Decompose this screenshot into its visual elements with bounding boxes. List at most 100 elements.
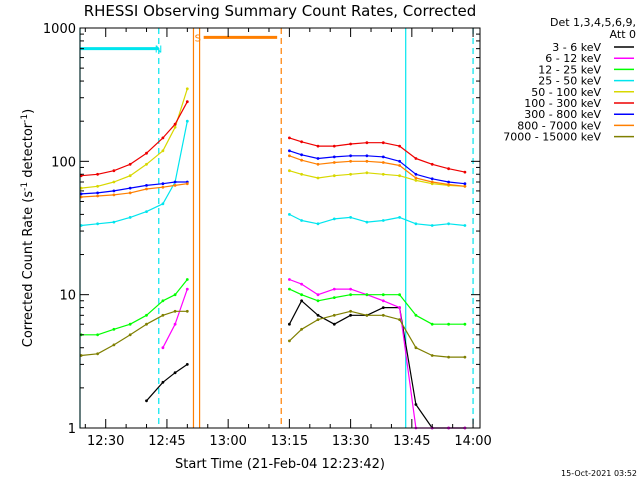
series-4-point <box>447 222 450 226</box>
series-line-9-a <box>81 310 188 357</box>
series-line-3-a <box>81 279 188 336</box>
series-6-point <box>161 136 165 140</box>
series-3-point <box>349 293 352 297</box>
series-1-point <box>414 403 418 406</box>
series-line-2-a <box>162 288 188 348</box>
series-4-point <box>430 224 434 227</box>
series-6-point <box>128 162 132 166</box>
series-9-point <box>398 318 401 321</box>
series-1-point <box>173 371 177 375</box>
series-3-point <box>316 299 320 303</box>
annotation-label-n: N <box>155 45 162 56</box>
series-5-point <box>288 169 291 173</box>
series-5-point <box>173 125 177 129</box>
series-3-point <box>365 293 369 297</box>
y-tick-label: 1 <box>68 422 76 437</box>
series-1-point <box>161 380 165 384</box>
series-7-point <box>381 155 385 159</box>
series-9-point <box>173 309 177 313</box>
series-9-point <box>381 313 385 317</box>
series-4-point <box>463 224 467 227</box>
series-line-1-b <box>288 300 465 429</box>
series-7-point <box>349 154 352 158</box>
series-7-point <box>430 177 434 181</box>
series-6-point <box>463 170 467 174</box>
y-axis-label-sup1: -1 <box>20 182 30 191</box>
series-4-point <box>332 217 336 221</box>
series-6-point <box>332 144 336 148</box>
series-3-point <box>173 293 177 297</box>
series-9-point <box>447 355 450 359</box>
series-4-point <box>381 219 385 222</box>
series-8-point <box>288 154 291 158</box>
series-7-point <box>161 182 165 186</box>
series-9-point <box>365 313 369 317</box>
legend-label-4: 25 - 50 keV <box>538 75 601 88</box>
series-6-point <box>398 144 401 148</box>
series-9-point <box>463 355 467 359</box>
series-2-point <box>185 287 189 291</box>
series-8-point <box>430 180 434 184</box>
series-line-6-a <box>81 101 188 177</box>
series-3-point <box>161 299 165 303</box>
series-3-point <box>414 313 418 317</box>
series-8-point <box>128 191 132 195</box>
series-4-point <box>398 216 401 219</box>
series-7-point <box>128 186 132 190</box>
series-8-point <box>414 176 418 180</box>
series-2-point <box>316 293 320 297</box>
series-4-point <box>300 219 303 222</box>
series-5-point <box>112 180 116 184</box>
series-1-point <box>145 399 148 403</box>
series-4-point <box>414 222 418 226</box>
series-3-point <box>112 327 116 331</box>
series-9-point <box>112 343 116 347</box>
series-8-point <box>381 161 385 164</box>
series-5-point <box>128 174 132 178</box>
series-9-point <box>96 352 99 356</box>
series-9-point <box>161 313 165 317</box>
series-6-point <box>300 140 303 144</box>
series-7-point <box>316 157 320 160</box>
series-1-point <box>185 363 189 366</box>
series-1-point <box>300 299 303 303</box>
series-5-point <box>316 176 320 180</box>
legend-header-line-2: Att 0 <box>610 28 636 41</box>
y-axis-label-main: Corrected Count Rate (s <box>21 191 36 348</box>
series-line-5-b <box>289 170 465 187</box>
series-5-point <box>332 174 336 178</box>
plot-frame <box>79 27 481 429</box>
series-9-point <box>300 327 303 331</box>
series-5-point <box>365 171 369 175</box>
x-tick-label: 13:00 <box>209 434 246 449</box>
series-7-point <box>365 154 369 158</box>
series-6-point <box>145 151 148 155</box>
series-4-point <box>161 202 165 206</box>
series-3-point <box>128 322 132 326</box>
series-line-8-b <box>289 155 465 187</box>
series-4-point <box>288 213 291 216</box>
series-4-point <box>96 222 99 226</box>
series-line-5-a <box>81 88 188 189</box>
series-9-point <box>414 346 418 350</box>
legend-label-1: 3 - 6 keV <box>552 41 601 54</box>
series-2-point <box>161 346 165 350</box>
series-4-point <box>349 216 352 219</box>
series-9-point <box>145 322 148 326</box>
series-1-point <box>332 322 336 326</box>
legend-label-9: 7000 - 15000 keV <box>503 131 601 144</box>
series-1-point <box>288 322 291 326</box>
series-2-point <box>381 299 385 303</box>
series-6-point <box>185 100 189 104</box>
y-axis-label-sup2: -1 <box>20 114 30 123</box>
y-axis-label: Corrected Count Rate (s-1 detector-1) <box>20 109 36 347</box>
legend-label-3: 12 - 25 keV <box>538 63 601 76</box>
series-7-point <box>463 182 467 186</box>
series-5-point <box>381 172 385 176</box>
series-8-point <box>161 185 165 189</box>
y-tick-label: 10 <box>59 289 76 304</box>
series-7-point <box>398 159 401 163</box>
y-tick-label: 1000 <box>43 22 76 37</box>
series-7-point <box>173 180 177 184</box>
